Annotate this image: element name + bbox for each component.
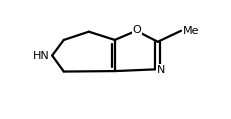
Text: Me: Me [182,26,199,36]
Text: N: N [157,65,165,75]
Text: O: O [133,25,142,35]
Text: HN: HN [33,50,49,61]
